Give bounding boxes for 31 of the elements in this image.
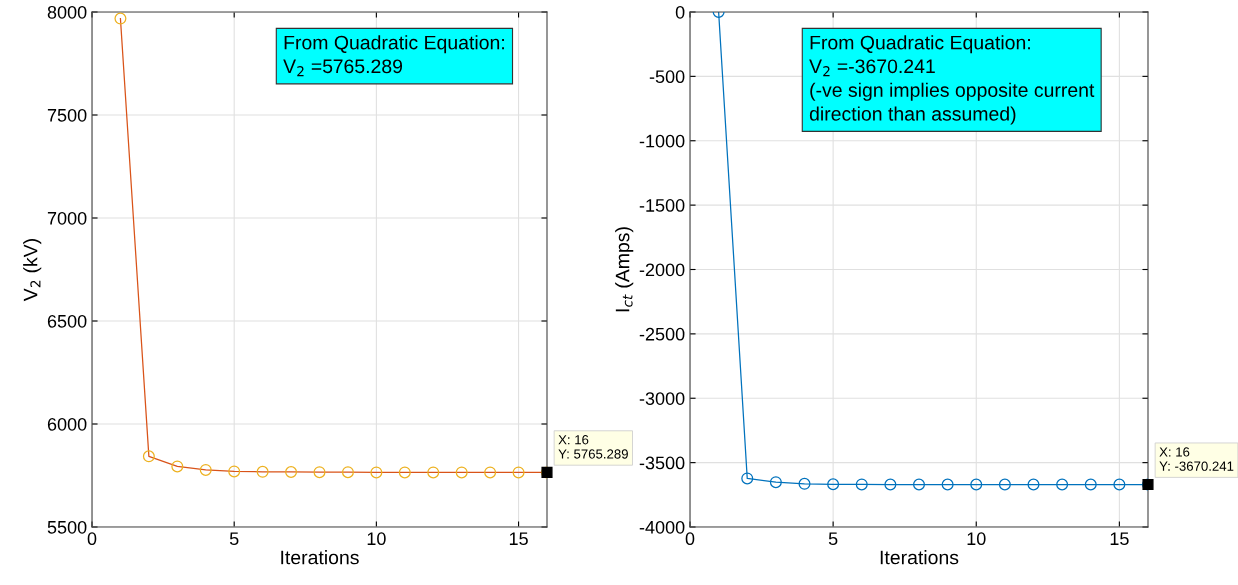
x-tick-label: 10 (967, 532, 986, 546)
annotation: From Quadratic Equation: V$_{2}$ =-3670.241 (-ve sign implies opposite current direction than assumed) (809, 35, 1095, 125)
x-tick-label: 10 (367, 532, 386, 546)
y-tick-label: 7000 (47, 211, 87, 225)
y-tick-label: 6500 (47, 314, 87, 328)
x-tick-label: 5 (828, 532, 838, 546)
y-tick-label: 6000 (47, 417, 87, 431)
y-tick-label: 0 (675, 5, 685, 19)
x-tick-label: 5 (229, 532, 239, 546)
y-tick-label: -2500 (639, 327, 685, 341)
y-axis-title: V$_{2}$ (kV) (23, 239, 42, 302)
x-tick-label: 0 (87, 532, 97, 546)
y-tick-label: -500 (649, 70, 685, 84)
y-tick-label: -4000 (639, 520, 685, 534)
y-tick-label: 8000 (47, 5, 87, 19)
annotation: X: 16 Y: 5765.289 (558, 435, 628, 459)
y-axis-title: I$_{ct}$ (Amps) (615, 227, 634, 312)
annotation: X: 16 Y: -3670.241 (1159, 447, 1234, 471)
y-tick-label: -3500 (639, 456, 685, 470)
y-tick-label: 5500 (47, 520, 87, 534)
y-tick-label: 7500 (47, 108, 87, 122)
x-tick-label: 15 (1110, 532, 1129, 546)
y-tick-label: -2000 (639, 263, 685, 277)
y-tick-label: -3000 (639, 392, 685, 405)
annotation: From Quadratic Equation: V$_{2}$ =5765.289 (283, 35, 504, 77)
x-tick-label: 15 (509, 532, 528, 546)
x-axis-title: Iterations (281, 550, 359, 565)
x-tick-label: 0 (685, 532, 695, 546)
x-axis-title: Iterations (880, 550, 959, 565)
y-tick-label: -1000 (639, 134, 685, 148)
y-tick-label: -1500 (639, 199, 685, 212)
